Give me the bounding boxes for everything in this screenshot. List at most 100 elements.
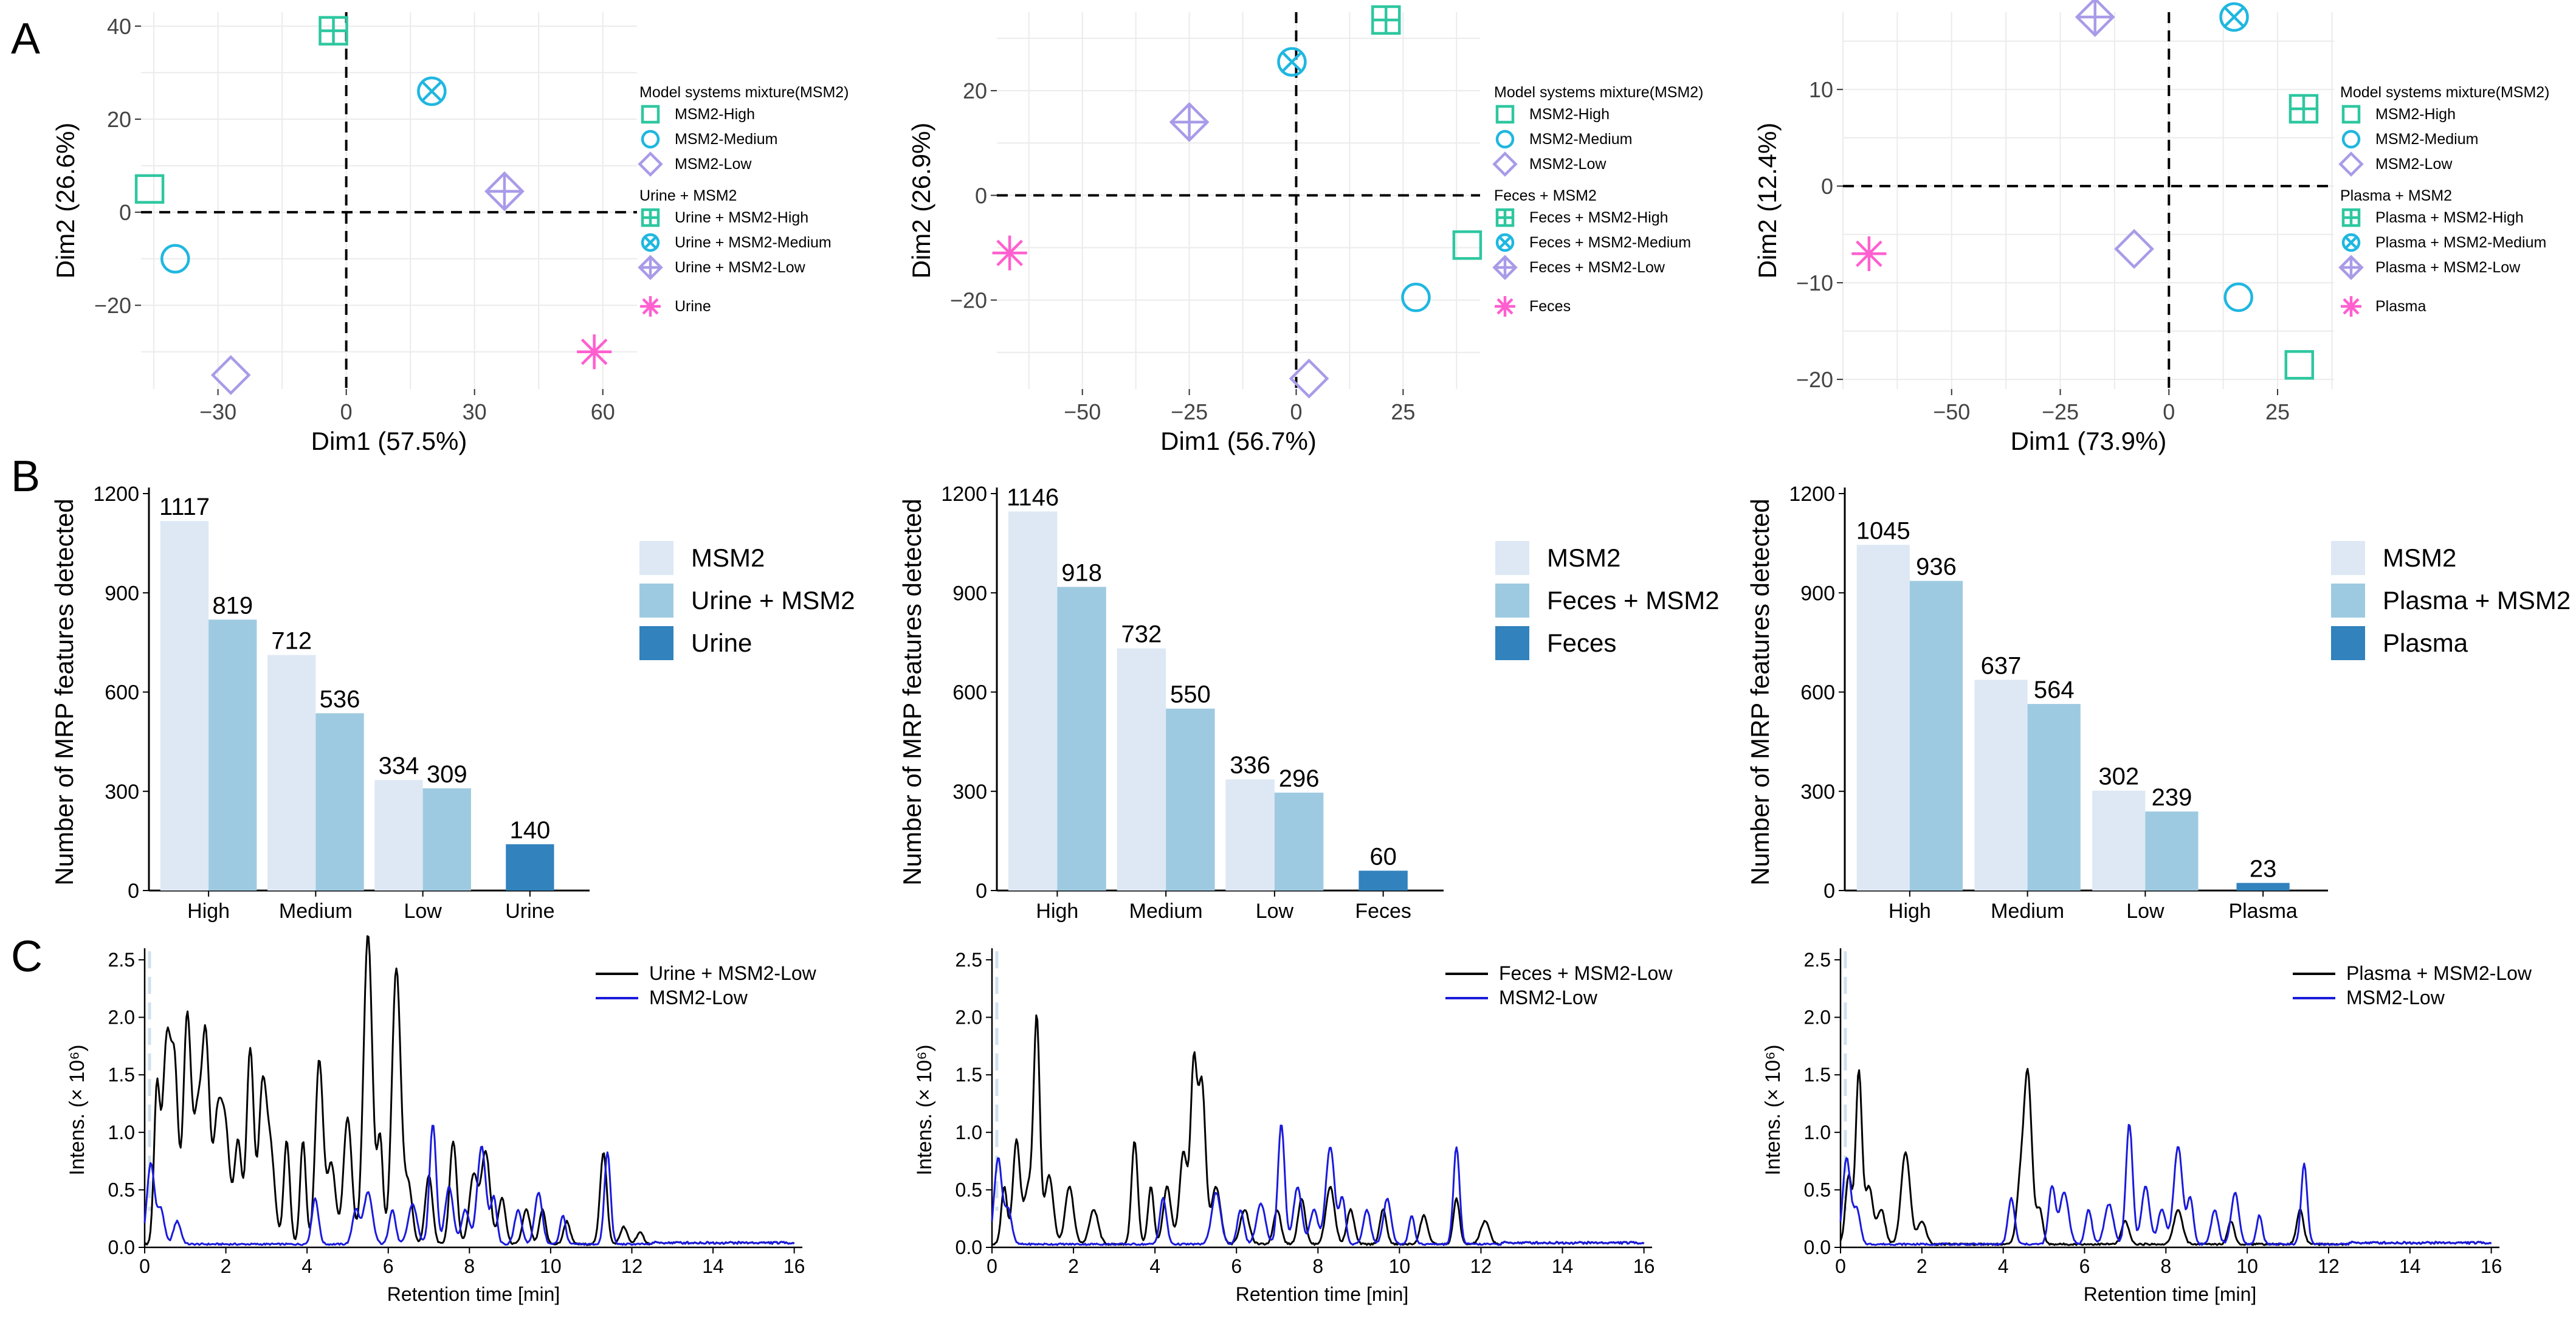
y-tick-label: −20 [950,288,987,313]
legend-item: MSM2-High [675,106,755,123]
legend-key-shape [641,233,660,252]
x-axis-title: Dim1 (73.9%) [2011,427,2167,455]
legend-item: MSM2-Low [2375,156,2453,173]
y-tick-label: 0.0 [1804,1236,1831,1258]
x-tick-label: 14 [702,1255,724,1277]
legend-key-d2 [644,236,657,249]
bar-value-label: 296 [1279,765,1320,792]
bar-feces [1359,870,1408,891]
legend-key [1495,296,1515,317]
legend-key-shape [1495,129,1515,149]
legend-swatch [1495,541,1529,575]
y-tick-label: 0 [976,880,987,903]
y-tick-label: 2.0 [956,1007,982,1029]
bar-msm2-medium [1974,680,2028,891]
point-plasma-msm2-low [2075,0,2115,37]
legend-item: Urine + MSM2-Low [675,259,806,276]
point-msm2-low [2114,229,2154,269]
y-axis-title: Intens. (× 10⁶) [66,1044,89,1175]
bar-chart-feces: 0 300 600 900 1200 Number of MRP features det… [898,483,1720,923]
x-tick-label: 10 [2236,1255,2258,1277]
scatter-legend: Model systems mixture(MSM2) MSM2-High MSM2… [2338,84,2550,317]
legend-key [1495,208,1515,227]
y-tick-label: 600 [952,681,987,705]
y-tick-label: 600 [1800,681,1835,705]
y-tick-label: 0 [128,880,139,903]
legend-item: Feces + MSM2-Medium [1529,234,1691,251]
legend-swatch [639,626,673,660]
y-tick-label: 2.0 [1804,1007,1831,1029]
legend-key [2341,233,2361,252]
legend-item: Feces + MSM2-Low [1499,962,1673,984]
legend-item: MSM2-Medium [675,131,777,148]
legend-item: MSM2-Low [1529,156,1607,173]
legend-item: MSM2-Medium [1529,131,1632,148]
x-tick-label: 16 [2481,1255,2502,1277]
x-tick-label: Medium [1991,900,2064,923]
legend-key [1495,105,1515,124]
line-legend: Feces + MSM2-Low MSM2-Low [1445,962,1673,1008]
y-tick-label: 0.5 [108,1179,135,1201]
legend-item: Urine + MSM2-Low [649,962,817,984]
bar-value-label: 918 [1061,559,1102,586]
scatter-chart-feces: −50 −25 0 25 −20 0 20 Dim1 (56.7%) Dim2 (26.9%) M… [907,5,1704,455]
bar-value-label: 536 [320,686,360,712]
plot-area [997,12,1480,389]
plot-area [1843,12,2334,389]
x-axis-title: Retention time [min] [2084,1283,2257,1305]
point-msm2-low-shape [2114,229,2154,269]
bar-urine-msm2-high [208,619,257,891]
legend-item: MSM2 [691,543,765,572]
legend-key [1492,255,1518,280]
x-tick-label: 10 [540,1255,562,1277]
bar-value-label: 302 [2098,763,2139,790]
x-tick-label: −30 [199,399,236,424]
y-tick-label: 1.0 [1804,1122,1831,1143]
bar-plasma-msm2-medium [2027,704,2081,891]
point-msm2-high-shape [2284,350,2315,380]
point-feces-ray [996,240,1023,266]
bar-msm2-medium [267,655,316,891]
legend-item: Urine [675,298,711,315]
bar-chart-plasma: 0 300 600 900 1200 Number of MRP features det… [1746,483,2571,923]
legend-key-d2 [1498,236,1512,249]
y-tick-label: 600 [105,681,139,705]
legend-swatch [2331,541,2365,575]
y-axis-title: Dim2 (26.9%) [907,123,935,279]
legend-item: Urine + MSM2-Medium [675,234,832,251]
x-tick-label: High [187,900,230,923]
point-msm2-high [2284,350,2315,380]
legend-key [2341,296,2361,317]
legend-key [638,255,663,280]
legend-item: Urine + MSM2-High [675,209,808,226]
y-tick-label: 1.5 [108,1064,135,1086]
x-tick-label: Plasma [2228,900,2297,923]
point-msm2-high [1452,230,1483,260]
bar-msm2-low [374,780,423,891]
point-urine-msm2-high [319,16,348,46]
legend-key [2341,105,2361,124]
point-plasma-msm2-high [2288,94,2319,124]
legend-item: MSM2-Low [649,987,748,1008]
point-feces-msm2-high [1371,5,1401,35]
scatter-legend: Model systems mixture(MSM2) MSM2-High MSM2… [1492,84,1704,317]
trace-msm2-low [1839,1123,2492,1246]
scatter-chart-plasma: −50 −25 0 25 −20 −10 0 10 Dim1 (73.9%) Dim2 (12.4… [1753,0,2550,455]
bar-value-label: 936 [1916,554,1957,581]
y-axis-title: Dim2 (12.4%) [1753,123,1782,279]
x-tick-label: Feces [1355,900,1411,923]
point-msm2-medium [1401,283,1431,312]
bar-value-label: 1045 [1856,517,1910,544]
y-tick-label: 0 [1821,174,1833,199]
trace-feces-msm2-low [991,1014,1645,1246]
legend-swatch [2331,626,2365,660]
y-tick-label: 20 [107,107,131,132]
legend-item: Feces [1529,298,1571,315]
y-tick-label: 0.0 [956,1236,982,1258]
x-tick-label: 10 [1389,1255,1411,1277]
bar-plasma [2236,883,2290,891]
bar-value-label: 239 [2152,784,2192,811]
bar-value-label: 1117 [159,494,210,520]
x-tick-label: 2 [221,1255,232,1277]
